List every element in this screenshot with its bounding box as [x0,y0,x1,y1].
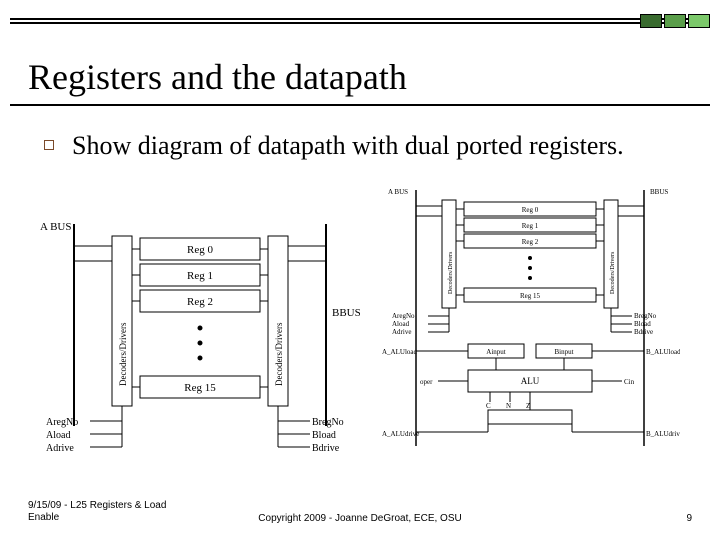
bullet-marker [44,140,54,150]
bbus-label: BBUS [650,188,668,196]
reg-label: Reg 15 [520,292,541,300]
footer-center: Copyright 2009 - Joanne DeGroat, ECE, OS… [28,513,692,524]
title-underline [10,104,710,106]
decoder-label: Decoders/Drivers [448,251,454,294]
sig-label: Bload [312,430,336,441]
sig-label: Adrive [392,328,411,336]
reg-label: Reg 1 [187,270,213,282]
baluload-label: B_ALUload [646,348,680,356]
accent-square [664,14,686,28]
binput-label: Binput [554,348,573,356]
accent-square [688,14,710,28]
sig-label: AregNo [46,417,78,428]
abus-label: A BUS [388,188,408,196]
reg-label: Reg 15 [184,382,216,394]
sig-label: Aload [392,320,410,328]
alu-label: ALU [521,376,540,386]
bullet-text: Show diagram of datapath with dual porte… [72,130,692,161]
footer-page-number: 9 [686,513,692,524]
diagram-area: A BUS BBUS Reg 0 Reg 1 Reg 2 Reg 15 Deco… [40,216,680,484]
flag-label: N [506,402,511,410]
sig-label: Adrive [46,443,74,454]
sig-label: Bload [634,320,651,328]
reg-label: Reg 0 [187,244,213,256]
sig-label: Bdrive [312,443,340,454]
sig-label: AregNo [392,312,415,320]
sig-label: BregNo [312,417,344,428]
reg-label: Reg 2 [187,296,213,308]
aaluload-label: A_ALUload [382,348,417,356]
bullet-item: Show diagram of datapath with dual porte… [44,130,692,161]
datapath-diagram: A BUS BBUS Reg 0 Reg 1 Reg 2 Reg 15 Deco… [380,184,680,464]
decoder-label: Decoders/Drivers [274,322,284,386]
sig-label: Bdrive [634,328,653,336]
reg-label: Reg 2 [522,238,539,246]
flag-label: Z [526,402,530,410]
decoder-label: Decoders/Drivers [118,322,128,386]
baludrive-label: B_ALUdrive [646,430,680,438]
header-line [10,22,710,24]
sig-label: BregNo [634,312,657,320]
register-file-diagram: A BUS BBUS Reg 0 Reg 1 Reg 2 Reg 15 Deco… [40,216,360,476]
header-line [10,18,710,20]
abus-label: A BUS [40,221,72,233]
decoder-label: Decoders/Drivers [610,251,616,294]
reg-label: Reg 1 [522,222,539,230]
cin-label: Cin [624,378,635,386]
aaludrive-label: A_ALUdrive [382,430,419,438]
header-accent [10,18,710,36]
flag-label: C [486,402,491,410]
reg-label: Reg 0 [522,206,539,214]
ainput-label: Ainput [486,348,506,356]
slide-title: Registers and the datapath [28,56,407,98]
bbus-label: BBUS [332,307,360,319]
oper-label: oper [420,378,433,386]
sig-label: Aload [46,430,70,441]
accent-square [640,14,662,28]
